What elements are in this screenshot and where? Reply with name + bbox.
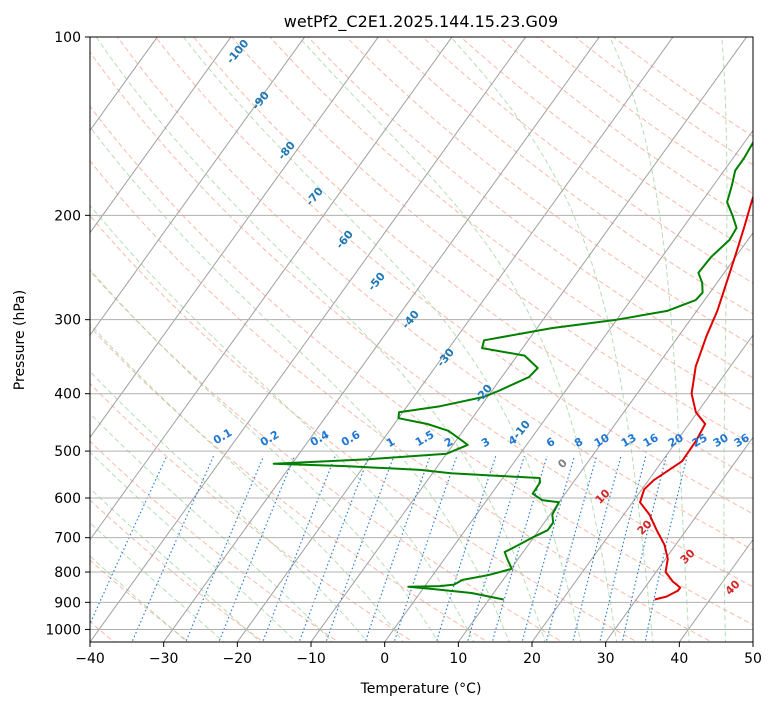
isotherm-line [90,37,306,336]
x-tick-label: 10 [449,651,467,667]
x-axis-title: Temperature (°C) [360,681,482,697]
x-tick-label: −30 [149,651,179,667]
isotherm-line [90,37,232,234]
x-tick-label: −10 [296,651,326,667]
dry-adiabat-line [154,37,753,515]
dry-adiabat-line [269,37,753,412]
mixing-ratio-line [491,456,548,642]
plot-frame [89,36,754,643]
mixing-ratio-line [466,456,525,642]
dry-adiabat-line [307,37,753,379]
x-tick-label: 0 [380,651,389,667]
isotherm-line [384,129,753,642]
y-tick-label: 700 [54,531,81,547]
chart-title: wetPf2_C2E1.2025.144.15.23.G09 [284,12,558,32]
y-tick-label: 500 [54,444,81,460]
x-tick-label: 30 [597,651,615,667]
dry-adiabat-line [90,214,639,642]
mixing-ratio-line [185,455,265,642]
grid-lines [90,37,753,630]
isotherm-line [90,37,379,439]
y-tick-label: 800 [54,565,81,581]
y-tick-label: 100 [54,30,81,46]
y-axis-title: Pressure (hPa) [12,290,28,390]
x-tick-label: 50 [744,651,762,667]
isotherm-line [236,37,674,642]
mixing-ratio-line [644,456,688,642]
y-axis: 100 200 300 400 500 600 700 800 900 1000 [45,30,90,638]
y-tick-label: 400 [54,387,81,403]
dry-adiabat-line [116,37,753,551]
y-tick-label: 600 [54,491,81,507]
x-tick-label: 40 [670,651,688,667]
mixing-ratio-line [325,456,395,642]
dry-adiabat-line [90,326,489,642]
x-tick-label: −20 [223,651,253,667]
moist-adiabat-line [90,323,404,642]
y-tick-label: 300 [54,313,81,329]
x-tick-label: 20 [523,651,541,667]
y-tick-label: 1000 [45,622,81,638]
moist-adiabat-line [90,204,475,642]
y-tick-label: 200 [54,208,81,224]
mixing-ratio-line [364,456,431,642]
mixing-ratio-line [218,455,296,642]
dry-adiabat-line [231,37,753,445]
mixing-ratio-line [262,455,336,642]
isotherm-line [90,37,527,642]
isotherm-line [163,37,600,642]
dry-adiabat-line [421,37,753,284]
isotherm-line [678,538,753,642]
mixing-ratio-line [435,456,497,642]
x-axis: −40 −30 −20 −10 0 10 20 30 40 50 [75,642,762,667]
dewpoint-profile-line [272,140,753,601]
mixing-ratio-line [521,456,576,642]
isotherm-line [457,231,753,642]
isotherm-line [531,334,753,642]
isotherm-line [90,37,158,132]
mixing-ratio-line [298,456,370,642]
y-tick-label: 900 [54,595,81,611]
x-tick-label: −40 [75,651,105,667]
isotherm-line [90,37,453,541]
mixing-ratio-line [90,455,168,626]
mixing-ratio-line [131,455,215,642]
isotherm-line [605,436,753,642]
moist-adiabat-line [90,126,510,642]
mixing-ratio-line [393,456,458,642]
